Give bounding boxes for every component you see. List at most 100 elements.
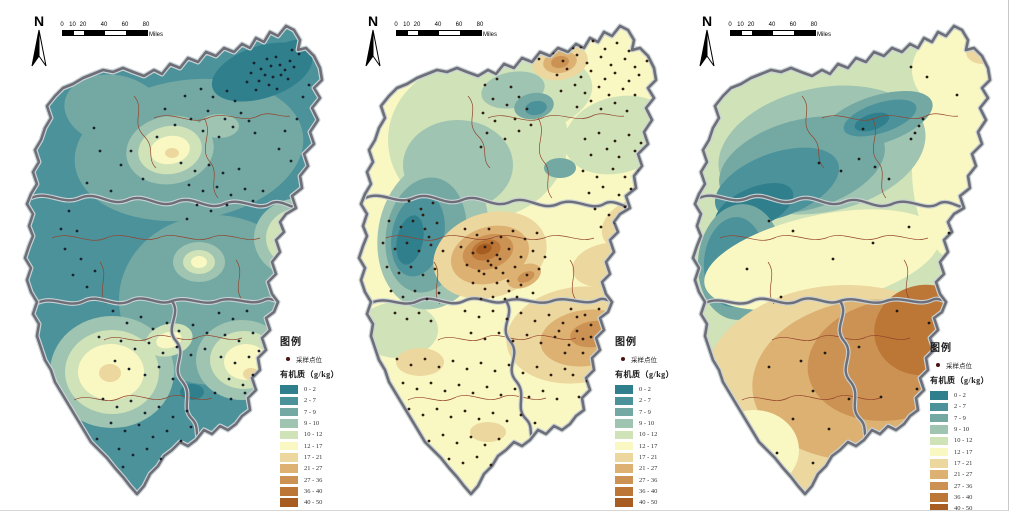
- sample-point: [597, 307, 601, 311]
- legend-class-list: 0 - 2 2 - 7 7 - 9 9 - 10 10 - 12 12 - 17 17 - …: [930, 390, 1002, 510]
- legend-class-row: 17 - 21: [280, 452, 352, 463]
- sample-point: [217, 311, 221, 315]
- sample-point: [483, 287, 487, 291]
- sample-point: [421, 273, 425, 277]
- legend-swatch: [930, 402, 948, 412]
- sample-point: [623, 57, 627, 61]
- legend-range-label: 21 - 27: [304, 465, 323, 473]
- sample-point: [925, 75, 929, 79]
- sample-point: [775, 451, 779, 455]
- interpolation-zone: [359, 302, 438, 358]
- sample-point: [799, 359, 803, 363]
- legend-point-row: 采样点位: [936, 360, 1002, 370]
- sample-point: [907, 225, 911, 229]
- sample-point: [599, 107, 603, 111]
- county-boundary: [133, 95, 157, 169]
- sample-point: [575, 329, 579, 333]
- county-boundary: [51, 235, 261, 241]
- sample-point: [159, 457, 163, 461]
- sample-point: [245, 309, 249, 313]
- sample-point: [613, 139, 617, 143]
- sample-point: [745, 267, 749, 271]
- sample-point: [119, 339, 123, 343]
- sample-point: [393, 311, 397, 315]
- sample-point: [297, 52, 301, 56]
- legend-range-label: 17 - 21: [639, 453, 658, 461]
- sample-point: [581, 351, 585, 355]
- sample-point: [257, 79, 261, 83]
- sample-point: [857, 157, 861, 161]
- legend-range-label: 36 - 40: [304, 487, 323, 495]
- interpolation-zone: [525, 100, 547, 116]
- legend-swatch: [615, 441, 633, 451]
- sample-point: [151, 327, 155, 331]
- sample-point: [401, 295, 405, 299]
- sample-point: [479, 361, 483, 365]
- sample-point: [263, 73, 267, 77]
- sample-point: [627, 79, 631, 83]
- sample-point: [617, 193, 621, 197]
- sample-point: [489, 463, 493, 467]
- sample-point: [483, 245, 487, 249]
- compass-arrow-icon: [31, 29, 47, 67]
- sample-point: [563, 351, 567, 355]
- legend-range-label: 7 - 9: [954, 414, 966, 422]
- sample-point: [507, 247, 511, 251]
- north-arrow: N: [696, 14, 718, 69]
- sample-point: [581, 169, 585, 173]
- interpolation-zone: [368, 437, 412, 463]
- sample-point: [296, 221, 300, 225]
- legend-range-label: 27 - 36: [304, 476, 323, 484]
- prefecture-boundary: [698, 194, 965, 209]
- sample-point: [495, 77, 499, 81]
- sample-point: [611, 167, 615, 171]
- sample-point: [493, 119, 497, 123]
- sample-point: [113, 359, 117, 363]
- sample-point: [471, 391, 475, 395]
- sample-point: [503, 137, 507, 141]
- legend-class-row: 12 - 17: [930, 446, 1002, 457]
- legend-class-row: 12 - 17: [615, 440, 687, 451]
- sample-point: [399, 225, 403, 229]
- sample-point: [307, 83, 311, 87]
- county-boundary: [903, 259, 911, 301]
- sample-point: [141, 177, 145, 181]
- sample-point: [243, 391, 247, 395]
- scale-tick-label: 80: [142, 22, 150, 28]
- scale-bar-segments: [62, 30, 148, 36]
- sample-point-icon: [621, 357, 625, 361]
- sample-point: [165, 429, 169, 433]
- sample-point: [491, 97, 495, 101]
- sample-point: [651, 51, 655, 55]
- sample-point: [927, 321, 931, 325]
- legend-swatch: [930, 391, 948, 400]
- sample-point: [503, 297, 507, 301]
- legend-range-label: 27 - 36: [954, 482, 973, 490]
- sample-point: [85, 285, 89, 289]
- legend-swatch: [930, 481, 948, 491]
- sample-point: [549, 41, 553, 45]
- sample-point: [947, 231, 951, 235]
- legend-swatch: [280, 498, 298, 507]
- sample-point: [563, 367, 567, 371]
- sample-point: [95, 437, 99, 441]
- interpolation-zone: [279, 221, 322, 259]
- legend-variable-label: 有机质（g/kg）: [615, 370, 675, 379]
- sample-point: [435, 407, 439, 411]
- sample-point: [485, 385, 489, 389]
- sample-point: [533, 39, 537, 43]
- sample-point: [487, 227, 491, 231]
- county-boundary: [537, 117, 553, 199]
- legend-class-row: 40 - 50: [615, 497, 687, 508]
- sample-point: [75, 229, 79, 233]
- sample-point: [469, 435, 473, 439]
- interpolation-zone: [912, 75, 990, 265]
- scale-tick-label: 80: [476, 22, 484, 28]
- sample-point: [213, 391, 217, 395]
- sample-point: [465, 367, 469, 371]
- legend-range-label: 40 - 50: [639, 499, 658, 507]
- county-boundary: [467, 95, 491, 169]
- sample-point: [561, 321, 565, 325]
- sample-point: [573, 83, 577, 87]
- sample-point: [917, 124, 921, 128]
